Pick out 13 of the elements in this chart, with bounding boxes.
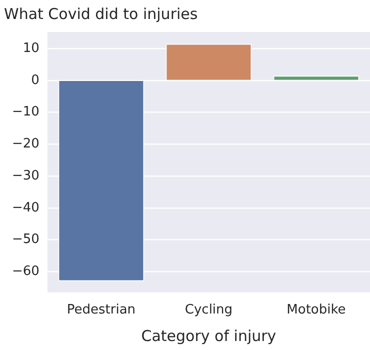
y-tick-label: 10	[22, 40, 40, 56]
y-tick-label: −20	[12, 136, 40, 152]
y-tick-label: −50	[12, 232, 40, 248]
y-tick-label: −30	[12, 168, 40, 184]
x-tick-label: Pedestrian	[66, 302, 136, 318]
y-tick-label: −60	[12, 264, 40, 280]
x-tick-label: Cycling	[184, 302, 233, 318]
chart-title: What Covid did to injuries	[4, 4, 198, 23]
y-tick-label: −10	[12, 104, 40, 120]
y-tick-label: −40	[12, 200, 40, 216]
x-axis-title: Category of injury	[141, 326, 276, 345]
x-tick-label: Motobike	[286, 302, 346, 318]
y-tick-label: 0	[31, 72, 40, 88]
